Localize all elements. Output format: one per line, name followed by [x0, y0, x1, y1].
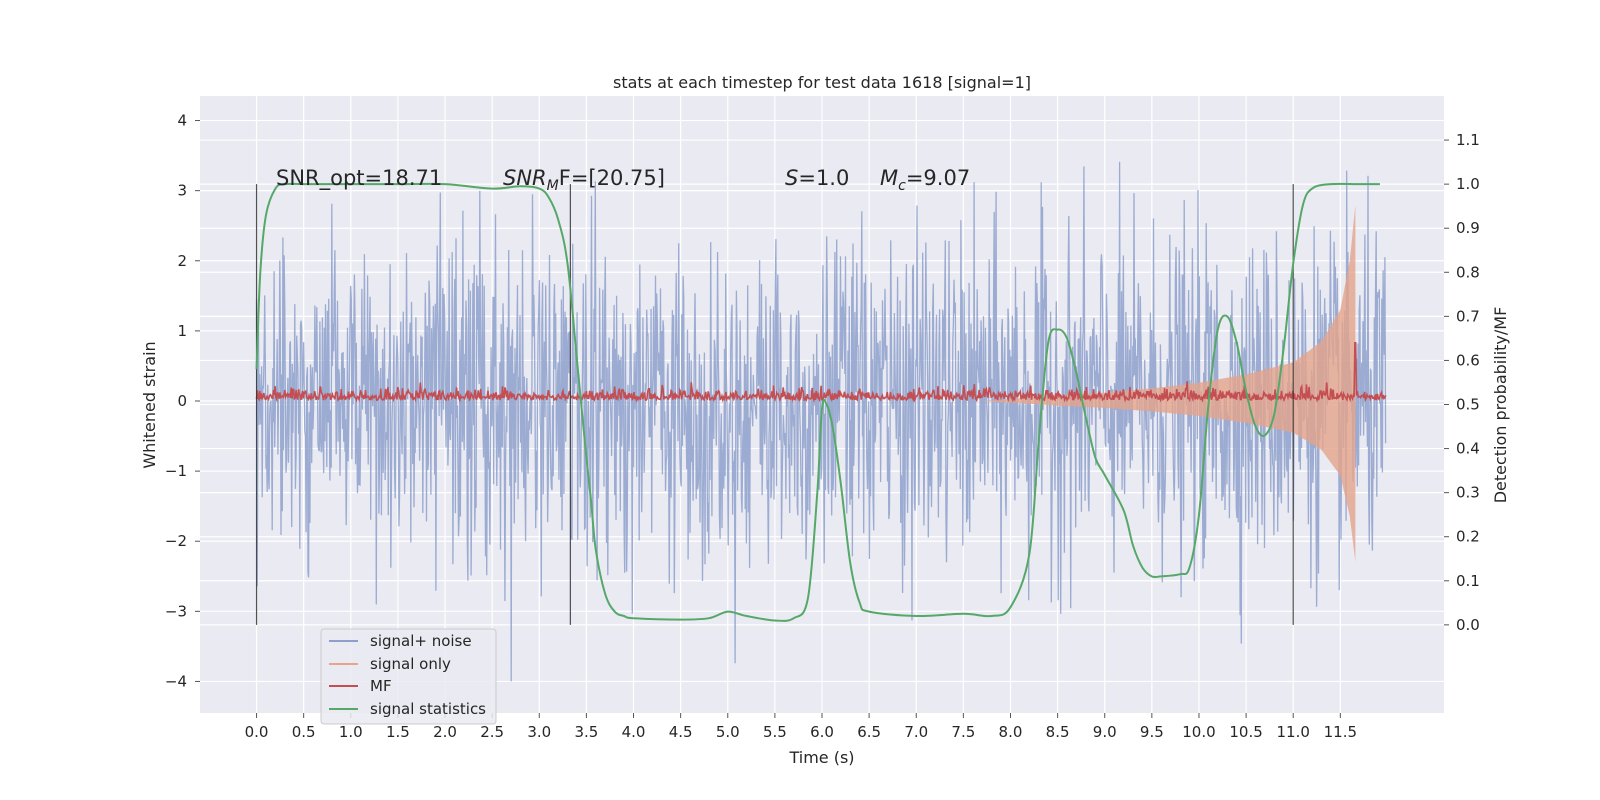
y-tick-label-2: 2: [177, 252, 187, 270]
y-right-tick-label-8: 0.3: [1456, 484, 1480, 502]
x-tick-label-9: 4.5: [669, 723, 693, 741]
x-tick-label-21: 10.5: [1229, 723, 1262, 741]
y-tick-label-8: −4: [165, 672, 187, 690]
x-tick-label-2: 1.0: [339, 723, 363, 741]
y-right-tick-label-7: 0.4: [1456, 440, 1480, 458]
x-tick-label-0: 0.0: [245, 723, 269, 741]
x-tick-label-18: 9.0: [1093, 723, 1117, 741]
x-tick-label-22: 11.0: [1277, 723, 1310, 741]
y-right-tick-label-6: 0.5: [1456, 396, 1480, 414]
y-tick-label-7: −3: [165, 602, 187, 620]
annotation-mc: Mc=9.07: [880, 166, 970, 194]
y-axis-right-label: Detection probability/MF: [1491, 307, 1510, 504]
x-tick-label-5: 2.5: [480, 723, 504, 741]
x-tick-label-4: 2.0: [433, 723, 457, 741]
y-right-tick-label-5: 0.6: [1456, 351, 1480, 369]
signal-only-series: [982, 204, 1356, 562]
y-right-tick-label-2: 0.9: [1456, 219, 1480, 237]
signal-noise-line: [255, 161, 1387, 682]
legend-label-signal-statistics: signal statistics: [370, 700, 486, 718]
x-tick-label-11: 5.5: [763, 723, 787, 741]
legend-label-signal-only: signal only: [370, 655, 451, 673]
legend: signal+ noise signal only MF signal stat…: [320, 628, 497, 725]
x-tick-label-10: 5.0: [716, 723, 740, 741]
y-right-tick-label-1: 1.0: [1456, 175, 1480, 193]
legend-label-mf: MF: [370, 677, 392, 695]
x-tick-label-6: 3.0: [527, 723, 551, 741]
x-tick-label-19: 9.5: [1140, 723, 1164, 741]
y-tick-label-4: 0: [177, 392, 187, 410]
y-tick-label-3: 1: [177, 322, 187, 340]
annotation-snr-opt: SNR_opt=18.71: [276, 166, 442, 191]
mf-series: [255, 342, 1387, 403]
chart-title: stats at each timestep for test data 161…: [613, 73, 1031, 92]
x-tick-label-14: 7.0: [904, 723, 928, 741]
x-tick-label-7: 3.5: [574, 723, 598, 741]
y-right-tick-label-4: 0.7: [1456, 307, 1480, 325]
y-right-tick-label-9: 0.2: [1456, 528, 1480, 546]
x-tick-label-13: 6.5: [857, 723, 881, 741]
x-tick-label-8: 4.0: [622, 723, 646, 741]
mf-line: [255, 342, 1387, 403]
x-tick-label-20: 10.0: [1182, 723, 1215, 741]
x-axis-label: Time (s): [788, 748, 854, 767]
x-tick-label-3: 1.5: [386, 723, 410, 741]
y-tick-label-0: 4: [177, 112, 187, 130]
y-right-tick-label-11: 0.0: [1456, 616, 1480, 634]
x-tick-label-16: 8.0: [999, 723, 1023, 741]
annotation-snr-mf: SNRMF=[20.75]: [503, 166, 665, 194]
y-right-tick-label-10: 0.1: [1456, 572, 1480, 590]
legend-box: [320, 628, 497, 725]
x-tick-label-15: 7.5: [951, 723, 975, 741]
y-tick-label-1: 3: [177, 182, 187, 200]
annotation-s: S=1.0: [785, 166, 849, 190]
y-right-tick-label-3: 0.8: [1456, 263, 1480, 281]
signal-noise-series: [255, 161, 1387, 682]
y-tick-label-5: −1: [165, 462, 187, 480]
y-tick-label-6: −2: [165, 532, 187, 550]
x-tick-label-12: 6.0: [810, 723, 834, 741]
x-tick-label-23: 11.5: [1324, 723, 1357, 741]
signal-only-envelope: [982, 204, 1356, 562]
x-tick-label-17: 8.5: [1046, 723, 1070, 741]
legend-label-signal-noise: signal+ noise: [370, 632, 472, 650]
y-axis-label: Whitened strain: [140, 341, 159, 468]
signal-statistics-series: [255, 182, 1380, 622]
signal-statistics-line: [255, 182, 1380, 622]
tick-labels: 0.0 0.5 1.0 1.5 2.0 2.5 3.0 3.5 4.0 4.5 5.0 5.5 6.0 6…: [165, 112, 1480, 741]
x-tick-label-1: 0.5: [292, 723, 316, 741]
y-right-tick-label-0: 1.1: [1456, 131, 1480, 149]
